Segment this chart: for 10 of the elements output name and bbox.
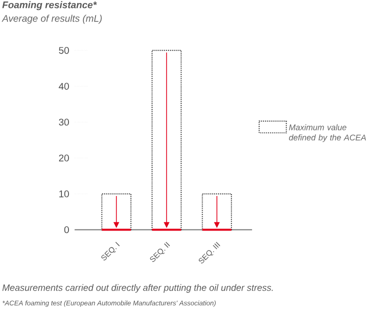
y-tick-label: 50 (58, 46, 69, 54)
y-tick-label: 30 (58, 118, 69, 126)
chart-subtitle: Average of results (mL) (2, 14, 102, 24)
legend-label: Maximum value defined by the ACEA (288, 124, 366, 142)
y-tick-label: 10 (59, 190, 69, 198)
text: Measurements carried out directly after putting the oil under stress. (2, 284, 273, 293)
y-tick-label: 0 (64, 226, 69, 234)
y-tick-label: 40 (58, 82, 69, 90)
y-tick-label: 20 (59, 154, 69, 162)
chart-title: Foaming resistance* (2, 1, 97, 10)
